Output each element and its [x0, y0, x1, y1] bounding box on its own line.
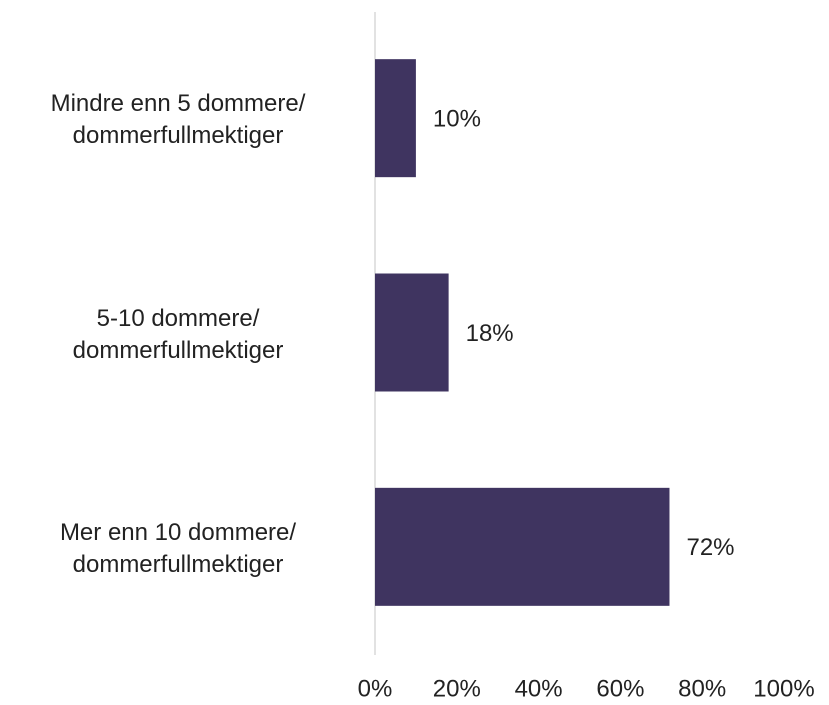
value-label: 18% — [466, 320, 514, 347]
bar — [375, 273, 449, 392]
bar — [375, 59, 416, 178]
x-tick-label: 20% — [433, 675, 481, 702]
x-tick-label: 0% — [358, 675, 393, 702]
bar — [375, 487, 670, 606]
x-tick-label: 40% — [515, 675, 563, 702]
x-tick-label: 60% — [596, 675, 644, 702]
value-label: 10% — [433, 106, 481, 133]
category-label: 5-10 dommere/ dommerfullmektiger — [72, 304, 284, 364]
x-tick-label: 100% — [753, 675, 814, 702]
category-label: Mindre enn 5 dommere/ dommerfullmektiger — [50, 90, 306, 150]
category-label: Mer enn 10 dommere/ dommerfullmektiger — [59, 518, 297, 578]
value-label: 72% — [686, 534, 734, 561]
x-tick-label: 80% — [678, 675, 726, 702]
